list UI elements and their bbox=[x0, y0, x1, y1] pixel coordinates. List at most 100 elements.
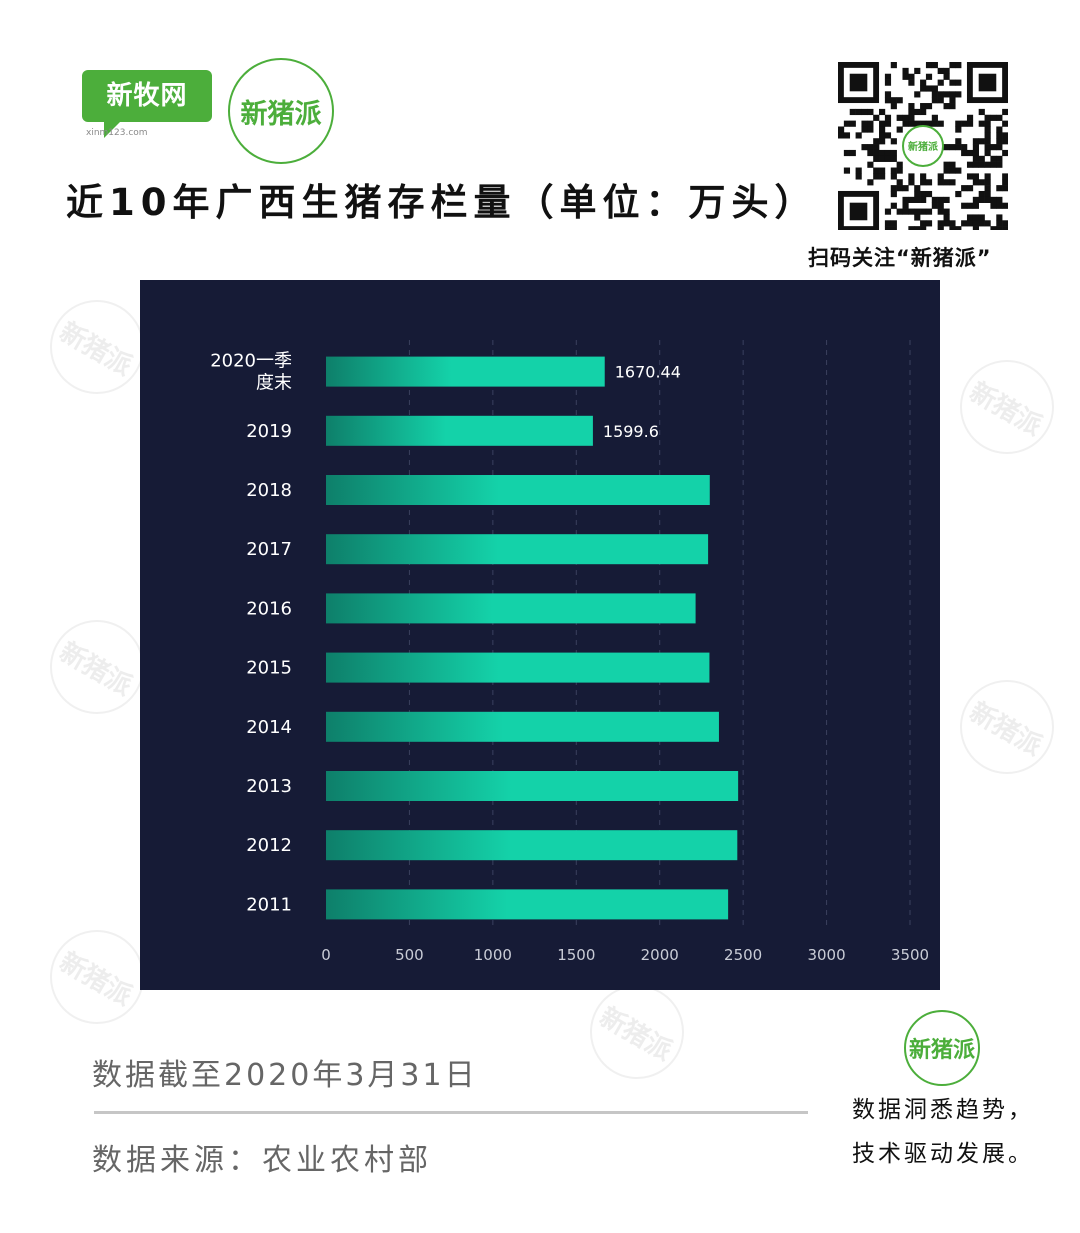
qr-module bbox=[920, 120, 927, 127]
footer-divider bbox=[94, 1111, 808, 1114]
qr-module bbox=[966, 149, 974, 157]
footer-logo-text: 新猪派 bbox=[908, 1038, 975, 1063]
y-category-label: 2017 bbox=[246, 539, 292, 560]
qr-module bbox=[961, 149, 968, 157]
qr-module bbox=[920, 190, 927, 198]
qr-module bbox=[961, 144, 968, 151]
bar bbox=[326, 889, 729, 920]
qr-module bbox=[955, 91, 962, 98]
qr-module bbox=[972, 149, 979, 157]
qr-module bbox=[949, 97, 956, 104]
qr-module bbox=[937, 120, 944, 127]
qr-module bbox=[920, 196, 927, 203]
y-category-label: 2012 bbox=[246, 835, 292, 856]
chart-title: 近10年广西生猪存栏量（单位：万头） bbox=[66, 181, 818, 224]
xinzhupai-footer-logo: 新猪派 bbox=[904, 1010, 980, 1086]
qr-module bbox=[838, 132, 845, 139]
qr-module bbox=[873, 155, 880, 162]
qr-module bbox=[914, 67, 921, 75]
qr-module bbox=[890, 226, 897, 230]
qr-module bbox=[990, 144, 997, 151]
bar bbox=[326, 356, 605, 387]
qr-module bbox=[961, 120, 968, 127]
qr-module bbox=[925, 220, 933, 227]
qr-module bbox=[849, 120, 856, 127]
qr-module bbox=[879, 149, 886, 157]
bar bbox=[326, 711, 719, 742]
qr-module bbox=[978, 120, 985, 127]
qr-module bbox=[966, 161, 974, 168]
qr-module bbox=[925, 120, 933, 127]
y-category-label: 度末 bbox=[256, 373, 292, 394]
qr-module bbox=[937, 79, 944, 86]
xinzhupai-logo-text: 新猪派 bbox=[240, 98, 322, 130]
qr-module bbox=[914, 214, 921, 221]
qr-module bbox=[937, 179, 944, 186]
qr-module bbox=[961, 185, 968, 192]
qr-module bbox=[978, 161, 985, 168]
qr-module bbox=[902, 208, 909, 215]
qr-module bbox=[849, 149, 856, 157]
qr-module bbox=[1002, 132, 1008, 139]
qr-module bbox=[996, 161, 1003, 168]
qr-module bbox=[937, 208, 944, 215]
qr-module bbox=[914, 226, 921, 230]
qr-module bbox=[984, 120, 991, 127]
qr-module bbox=[984, 196, 991, 203]
qr-module bbox=[943, 73, 950, 80]
qr-module bbox=[855, 167, 862, 174]
qr-module bbox=[908, 108, 915, 116]
qr-module bbox=[978, 214, 985, 221]
qr-module bbox=[966, 202, 974, 209]
qr-module bbox=[843, 167, 851, 174]
qr-module bbox=[1002, 108, 1008, 116]
qr-module bbox=[996, 214, 1003, 221]
qr-module bbox=[925, 73, 933, 80]
qr-module bbox=[943, 161, 950, 168]
qr-module bbox=[855, 108, 862, 116]
qr-module bbox=[884, 132, 892, 139]
qr-module bbox=[884, 208, 892, 215]
qr-module bbox=[925, 179, 933, 186]
qr-module bbox=[955, 226, 962, 230]
qr-module bbox=[908, 226, 915, 230]
qr-module bbox=[896, 185, 903, 192]
qr-module bbox=[914, 196, 921, 203]
qr-module bbox=[996, 114, 1003, 121]
qr-module bbox=[984, 173, 991, 180]
qr-module bbox=[937, 220, 944, 227]
qr-module bbox=[955, 167, 962, 174]
qr-module bbox=[879, 120, 886, 127]
qr-module bbox=[920, 173, 927, 180]
qr-module bbox=[966, 220, 974, 227]
qr-module bbox=[955, 62, 962, 69]
qr-module bbox=[972, 144, 979, 151]
qr-module bbox=[908, 196, 915, 203]
qr-module bbox=[896, 114, 903, 121]
qr-code[interactable]: 新猪派 bbox=[838, 62, 1008, 230]
qr-module bbox=[943, 214, 950, 221]
qr-module bbox=[867, 149, 874, 157]
qr-module bbox=[867, 179, 874, 186]
qr-module bbox=[838, 126, 845, 133]
qr-module bbox=[1002, 185, 1008, 192]
qr-module bbox=[990, 114, 997, 121]
qr-module bbox=[873, 173, 880, 180]
qr-module bbox=[978, 108, 985, 116]
qr-module bbox=[908, 114, 915, 121]
qr-module bbox=[867, 161, 874, 168]
qr-caption: 扫码关注“新猪派” bbox=[808, 246, 992, 270]
qr-finder bbox=[978, 73, 997, 92]
qr-module bbox=[984, 126, 991, 133]
qr-module bbox=[861, 126, 868, 133]
qr-module bbox=[861, 144, 868, 151]
qr-module bbox=[943, 91, 950, 98]
qr-module bbox=[879, 126, 886, 133]
y-category-label: 2015 bbox=[246, 658, 292, 679]
y-category-label: 2013 bbox=[246, 776, 292, 797]
qr-module bbox=[890, 155, 897, 162]
y-category-label: 2014 bbox=[246, 717, 292, 738]
qr-module bbox=[978, 190, 985, 198]
bar-data-label: 1599.6 bbox=[603, 422, 659, 441]
x-tick-label: 500 bbox=[395, 946, 424, 964]
